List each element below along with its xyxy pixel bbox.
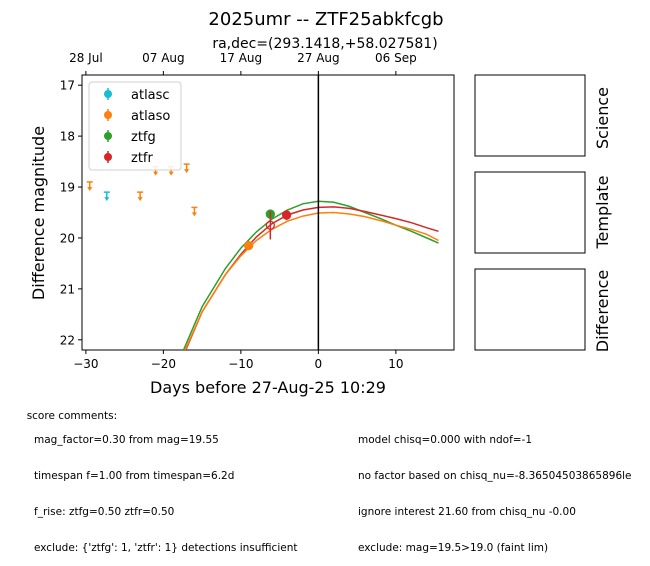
data-point (281, 210, 292, 220)
upper-limit-arrowhead (184, 169, 190, 174)
legend-entry-atlaso: atlaso (104, 109, 170, 124)
comment-line: mag_factor=0.30 from mag=19.55 (34, 434, 219, 446)
legend-box (88, 81, 182, 171)
legend-label: atlasc (131, 88, 170, 103)
y-tick-label: 20 (60, 231, 75, 245)
science-label: Science (593, 87, 612, 149)
comment-line: ignore interest 21.60 from chisq_nu -0.0… (358, 506, 576, 518)
difference-panel (474, 268, 586, 351)
detection-atlaso (243, 240, 254, 251)
upper-limit-arrowhead (168, 171, 174, 176)
legend-entry-ztfr: ztfr (104, 151, 153, 166)
fit-curve-atlaso (184, 211, 439, 350)
y-tick-label: 18 (60, 130, 75, 144)
upper-limit-atlaso (183, 163, 190, 174)
upper-limit-atlaso (137, 191, 144, 202)
y-tick-label: 21 (60, 282, 75, 296)
legend-marker (104, 153, 112, 161)
y-tick-label: 17 (60, 79, 75, 93)
x-tick-label: 0 (315, 357, 323, 371)
figure: 2025umr -- ZTF25abkfcgb ra,dec=(293.1418… (29, 9, 612, 397)
template-label: Template (593, 175, 612, 249)
top-tick-label: 17 Aug (220, 51, 263, 65)
comment-line: exclude: {'ztfg': 1, 'ztfr': 1} detectio… (34, 542, 298, 554)
science-panel (474, 74, 586, 157)
score-comments: score comments: mag_factor=0.30 from mag… (20, 398, 298, 566)
upper-limit-atlaso (191, 206, 198, 217)
data-point (243, 240, 254, 251)
chart-title: 2025umr -- ZTF25abkfcgb (208, 9, 443, 30)
upper-limit-atlasc (103, 191, 110, 202)
upper-limit-arrowhead (87, 186, 93, 191)
side-panels: Science Template Difference (474, 74, 612, 352)
upper-limit-arrowhead (137, 197, 143, 202)
x-tick-label: −10 (228, 357, 253, 371)
difference-label: Difference (593, 270, 612, 352)
y-tick-label: 19 (60, 181, 75, 195)
detection-ztfr (281, 209, 292, 221)
template-panel (474, 171, 586, 254)
comments-heading: score comments: (26, 410, 118, 422)
legend-marker (104, 90, 112, 98)
chart-subtitle: ra,dec=(293.1418,+58.027581) (212, 36, 437, 52)
x-axis-label: Days before 27-Aug-25 10:29 (150, 378, 386, 397)
legend-label: atlaso (131, 109, 170, 124)
plot-area: −30 −20 −10 0 10 28 Jul 07 Aug 17 Aug 27 Aug 06 S… (60, 51, 455, 371)
detection-ztfr (265, 210, 275, 240)
legend-label: ztfr (131, 151, 153, 166)
top-tick-label: 28 Jul (69, 51, 103, 65)
comment-line: no factor based on chisq_nu=-8.365045038… (358, 470, 632, 482)
legend: atlasc atlaso ztfg ztfr (88, 81, 182, 171)
comment-line: timespan f=1.00 from timespan=6.2d (34, 470, 235, 482)
upper-limit-arrowhead (104, 197, 110, 202)
comment-line: f_rise: ztfg=0.50 ztfr=0.50 (34, 506, 175, 518)
top-tick-label: 27 Aug (297, 51, 340, 65)
upper-limit-arrowhead (191, 212, 197, 217)
upper-limit-atlaso (86, 181, 93, 191)
legend-marker (104, 132, 112, 140)
top-tick-label: 07 Aug (142, 51, 185, 65)
data-point (265, 220, 275, 230)
legend-marker (104, 111, 112, 119)
top-tick-label: 06 Sep (375, 51, 417, 65)
legend-label: ztfg (131, 130, 156, 145)
upper-limit-arrowhead (153, 171, 159, 176)
legend-entry-atlasc: atlasc (104, 88, 170, 103)
fit-curve-ztfg (182, 200, 439, 350)
model-comments: model chisq=0.000 with ndof=-1 no factor… (358, 410, 632, 566)
x-tick-label: −30 (73, 357, 98, 371)
y-tick-label: 22 (60, 333, 75, 347)
comment-line: exclude: mag=19.5>19.0 (faint lim) (358, 542, 549, 554)
plot-frame (81, 74, 455, 351)
comment-line: model chisq=0.000 with ndof=-1 (358, 434, 533, 446)
x-tick-label: −20 (151, 357, 176, 371)
x-tick-label: 10 (388, 357, 403, 371)
y-axis-label: Difference magnitude (29, 126, 48, 300)
legend-entry-ztfg: ztfg (104, 130, 156, 145)
